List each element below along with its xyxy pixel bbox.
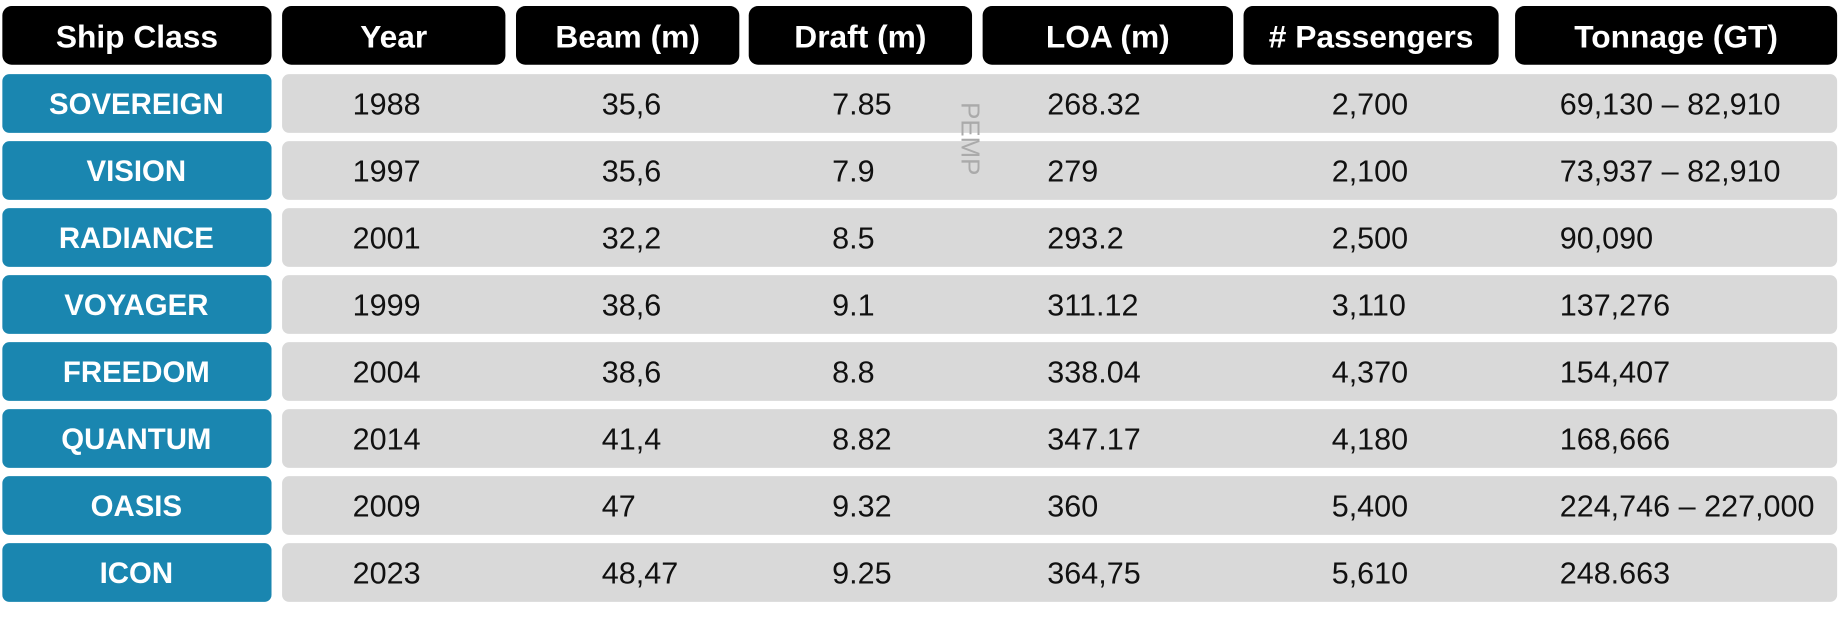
cell-text: 69,130 – 82,910 (1560, 88, 1781, 122)
cell-text: 9.25 (832, 557, 891, 591)
cell-text: 4,180 (1332, 423, 1408, 457)
header-text: Beam (m) (555, 19, 700, 55)
cell-text: 3,110 (1332, 289, 1406, 323)
row-band (282, 275, 1838, 334)
cell-text: 293.2 (1047, 222, 1123, 256)
cell-text: 9.1 (832, 289, 874, 323)
cell-text: 35,6 (602, 155, 661, 189)
class-text: RADIANCE (59, 222, 214, 255)
cell-text: 224,746 – 227,000 (1560, 490, 1815, 524)
header-text: Tonnage (GT) (1574, 19, 1778, 55)
class-text: FREEDOM (63, 356, 210, 389)
cell-text: 73,937 – 82,910 (1560, 155, 1781, 189)
header-cell (1243, 5, 1499, 65)
class-cell (2, 409, 272, 468)
class-text: VISION (87, 155, 187, 188)
cell-text: 2,700 (1332, 88, 1408, 122)
row-band (282, 342, 1838, 401)
cell-text: 8.5 (832, 222, 874, 256)
class-cell (2, 275, 272, 334)
row-band (282, 208, 1838, 267)
header-cell (282, 5, 506, 65)
row-band (282, 74, 1838, 133)
class-text: QUANTUM (61, 423, 211, 456)
header-cell (2, 5, 272, 65)
cell-text: 279 (1047, 155, 1098, 189)
row-band (282, 409, 1838, 468)
cell-text: 2001 (353, 222, 421, 256)
header-cell (1515, 5, 1838, 65)
cell-text: 154,407 (1560, 356, 1670, 390)
watermark: PEMP (956, 102, 984, 175)
cell-text: 90,090 (1560, 222, 1653, 256)
cell-text: 360 (1047, 490, 1098, 524)
cell-text: 9.32 (832, 490, 891, 524)
cell-text: 8.8 (832, 356, 874, 390)
cell-text: 8.82 (832, 423, 891, 457)
cell-text: 347.17 (1047, 423, 1140, 457)
cell-text: 47 (602, 490, 636, 524)
cell-text: 268.32 (1047, 88, 1140, 122)
cell-text: 1988 (353, 88, 421, 122)
class-cell (2, 141, 272, 200)
cell-text: 5,400 (1332, 490, 1408, 524)
class-text: OASIS (91, 490, 182, 523)
cell-text: 2023 (353, 557, 421, 591)
header-cell (982, 5, 1233, 65)
cell-text: 41,4 (602, 423, 661, 457)
header-text: LOA (m) (1046, 19, 1170, 55)
cell-text: 2,500 (1332, 222, 1408, 256)
header-cell (748, 5, 973, 65)
cell-text: 338.04 (1047, 356, 1140, 390)
cell-text: 35,6 (602, 88, 661, 122)
class-cell (2, 342, 272, 401)
cell-text: 1999 (353, 289, 421, 323)
cell-text: 2009 (353, 490, 421, 524)
cell-text: 2014 (353, 423, 421, 457)
cell-text: 38,6 (602, 356, 661, 390)
header-text: Ship Class (56, 19, 218, 55)
class-cell (2, 543, 272, 602)
cell-text: 364,75 (1047, 557, 1140, 591)
cell-text: 311.12 (1047, 289, 1138, 323)
cell-text: 7.85 (832, 88, 891, 122)
class-cell (2, 74, 272, 133)
cell-text: 1997 (353, 155, 421, 189)
cell-text: 2004 (353, 356, 421, 390)
class-cell (2, 476, 272, 535)
header-text: Draft (m) (794, 19, 926, 55)
header-text: Year (360, 19, 427, 55)
cell-text: 2,100 (1332, 155, 1408, 189)
cell-text: 5,610 (1332, 557, 1408, 591)
row-band (282, 141, 1838, 200)
row-band (282, 476, 1838, 535)
class-text: ICON (100, 557, 173, 590)
cell-text: 137,276 (1560, 289, 1670, 323)
cell-text: 48,47 (602, 557, 678, 591)
class-text: SOVEREIGN (49, 88, 224, 121)
cell-text: 38,6 (602, 289, 661, 323)
cell-text: 4,370 (1332, 356, 1408, 390)
header-text: # Passengers (1269, 19, 1474, 55)
cell-text: 168,666 (1560, 423, 1670, 457)
header-cell (515, 5, 740, 65)
row-band (282, 543, 1838, 602)
cell-text: 248.663 (1560, 557, 1670, 591)
class-text: VOYAGER (64, 289, 208, 322)
cell-text: 32,2 (602, 222, 661, 256)
class-cell (2, 208, 272, 267)
cell-text: 7.9 (832, 155, 874, 189)
